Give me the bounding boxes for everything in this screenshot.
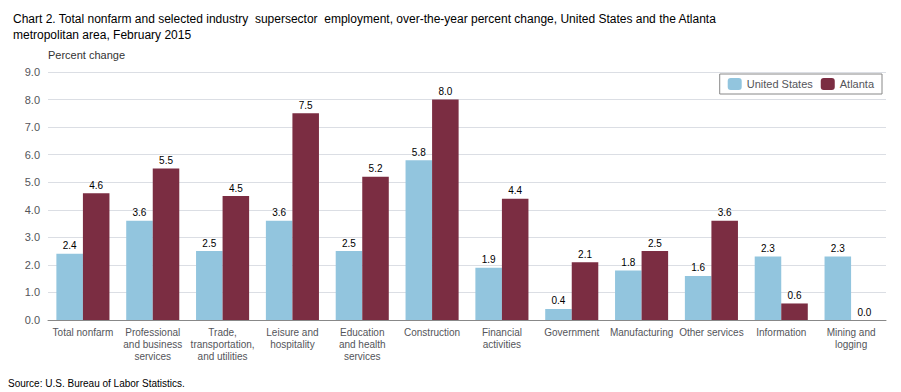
svg-text:1.0: 1.0 <box>25 286 40 298</box>
svg-text:0.6: 0.6 <box>788 290 802 301</box>
svg-text:2.1: 2.1 <box>578 249 592 260</box>
svg-text:Atlanta: Atlanta <box>840 78 875 90</box>
svg-text:activities: activities <box>483 339 521 350</box>
svg-text:logging: logging <box>835 339 867 350</box>
svg-text:4.6: 4.6 <box>89 180 103 191</box>
svg-text:0.0: 0.0 <box>857 307 871 318</box>
svg-text:1.6: 1.6 <box>691 262 705 273</box>
svg-text:United States: United States <box>747 78 814 90</box>
svg-text:1.9: 1.9 <box>482 254 496 265</box>
svg-text:Leisure and: Leisure and <box>266 327 318 338</box>
svg-text:4.0: 4.0 <box>25 204 40 216</box>
svg-text:services: services <box>134 351 171 362</box>
svg-text:2.5: 2.5 <box>202 238 216 249</box>
svg-text:7.0: 7.0 <box>25 121 40 133</box>
svg-text:Government: Government <box>544 327 599 338</box>
svg-text:5.2: 5.2 <box>369 163 383 174</box>
svg-text:5.8: 5.8 <box>412 147 426 158</box>
svg-text:Other services: Other services <box>679 327 743 338</box>
svg-text:and health: and health <box>339 339 386 350</box>
svg-text:6.0: 6.0 <box>25 149 40 161</box>
svg-text:1.8: 1.8 <box>621 257 635 268</box>
svg-text:0.4: 0.4 <box>552 295 566 306</box>
svg-text:Construction: Construction <box>404 327 460 338</box>
svg-text:9.0: 9.0 <box>25 66 40 78</box>
svg-text:and utilities: and utilities <box>198 351 248 362</box>
svg-text:and business: and business <box>123 339 182 350</box>
svg-text:7.5: 7.5 <box>299 100 313 111</box>
svg-text:metropolitan area, February 20: metropolitan area, February 2015 <box>13 28 191 42</box>
svg-text:Education: Education <box>340 327 384 338</box>
svg-text:3.6: 3.6 <box>133 207 147 218</box>
svg-text:transportation,: transportation, <box>191 339 255 350</box>
svg-text:5.5: 5.5 <box>159 155 173 166</box>
svg-text:5.0: 5.0 <box>25 176 40 188</box>
svg-text:4.5: 4.5 <box>229 183 243 194</box>
svg-text:hospitality: hospitality <box>270 339 314 350</box>
svg-text:2.5: 2.5 <box>648 238 662 249</box>
svg-text:Information: Information <box>756 327 806 338</box>
svg-text:2.5: 2.5 <box>342 238 356 249</box>
svg-text:Total nonfarm: Total nonfarm <box>53 327 114 338</box>
svg-text:Manufacturing: Manufacturing <box>610 327 673 338</box>
svg-text:2.0: 2.0 <box>25 259 40 271</box>
svg-text:Mining and: Mining and <box>827 327 876 338</box>
svg-text:2.3: 2.3 <box>761 243 775 254</box>
svg-text:2.3: 2.3 <box>831 243 845 254</box>
svg-text:3.6: 3.6 <box>718 207 732 218</box>
svg-text:Source: U.S. Bureau of Labor S: Source: U.S. Bureau of Labor Statistics. <box>8 378 185 389</box>
svg-text:services: services <box>344 351 381 362</box>
svg-text:4.4: 4.4 <box>508 185 522 196</box>
svg-text:Financial: Financial <box>482 327 522 338</box>
svg-text:8.0: 8.0 <box>438 86 452 97</box>
svg-text:Professional: Professional <box>125 327 180 338</box>
svg-text:3.6: 3.6 <box>272 207 286 218</box>
svg-text:Trade,: Trade, <box>208 327 237 338</box>
svg-text:Chart 2. Total nonfarm and sel: Chart 2. Total nonfarm and selected indu… <box>13 12 716 26</box>
svg-text:2.4: 2.4 <box>63 240 77 251</box>
svg-text:8.0: 8.0 <box>25 94 40 106</box>
svg-text:Percent change: Percent change <box>48 49 125 61</box>
svg-text:3.0: 3.0 <box>25 231 40 243</box>
svg-text:0.0: 0.0 <box>25 314 40 326</box>
